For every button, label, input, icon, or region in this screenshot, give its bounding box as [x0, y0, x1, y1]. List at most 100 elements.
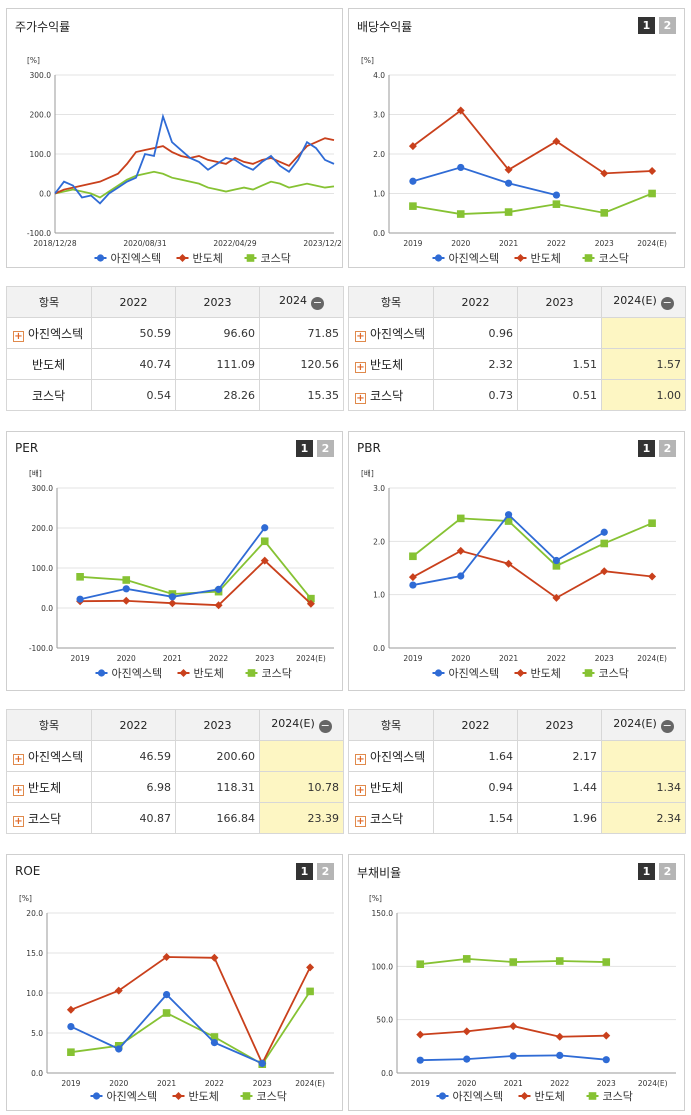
y-tick-label: -100.0 [27, 229, 51, 238]
table-header-row: 항목 2022 2023 2024− [6, 286, 344, 318]
point-marker [409, 202, 417, 210]
table-row: + 아진엑스텍 50.59 96.60 71.85 [6, 317, 344, 349]
expand-icon[interactable]: + [355, 753, 366, 765]
legend-label: 반도체 [531, 252, 561, 265]
expand-icon[interactable]: + [355, 392, 366, 404]
x-tick-label: 2021 [499, 239, 518, 248]
page-2-button[interactable]: 2 [317, 863, 334, 880]
table-row: + 코스닥 0.73 0.51 1.00 [348, 379, 686, 411]
x-tick-label: 2020 [109, 1079, 128, 1088]
point-marker [168, 599, 177, 608]
legend-label: 아진엑스텍 [112, 667, 163, 680]
point-marker [462, 955, 471, 963]
page-1-button[interactable]: 1 [638, 440, 655, 457]
page-1-button[interactable]: 1 [638, 863, 655, 880]
cell: 200.60 [175, 740, 260, 772]
point-marker [504, 559, 513, 568]
point-marker [556, 1051, 564, 1059]
cell: 40.74 [91, 348, 176, 380]
expand-icon[interactable]: + [355, 361, 366, 373]
point-marker [588, 1092, 597, 1100]
page-1-button[interactable]: 1 [296, 863, 313, 880]
point-marker [97, 669, 106, 677]
point-marker [600, 528, 608, 536]
header-2022: 2022 [91, 286, 176, 318]
point-marker [416, 1030, 425, 1039]
page-2-button[interactable]: 2 [659, 17, 676, 34]
collapse-icon[interactable]: − [660, 296, 674, 310]
header-2024: 2024− [259, 286, 344, 318]
panel-per: PER 1 2 [배] 300.0 200.0 100.0 0.0 -100.0 2019 2… [6, 431, 343, 691]
expand-icon[interactable]: + [355, 784, 366, 796]
debt-ratio-chart: [%] 150.0 100.0 50.0 0.0 2019 2020 2021 2022 2023… [369, 894, 676, 1103]
point-marker [409, 581, 417, 589]
point-marker [306, 987, 314, 996]
legend-label: 아진엑스텍 [449, 252, 500, 265]
legend-label: 아진엑스텍 [449, 667, 500, 680]
point-marker [602, 958, 611, 966]
point-marker [555, 1032, 564, 1041]
point-marker [122, 585, 130, 593]
panel-header: 부채비율 1 2 [349, 855, 684, 887]
expand-icon[interactable]: + [13, 784, 24, 796]
collapse-icon[interactable]: − [318, 719, 332, 733]
page-2-button[interactable]: 2 [317, 440, 334, 457]
cell: 1.44 [517, 771, 602, 803]
row-name: + 반도체 [348, 348, 434, 380]
point-marker [552, 137, 561, 146]
point-marker [246, 254, 255, 262]
point-marker [456, 546, 465, 555]
x-tick-label: 2022 [550, 1079, 569, 1088]
row-label: 아진엑스텍 [370, 326, 426, 341]
point-marker [114, 986, 123, 995]
header-2024e: 2024(E) − [601, 709, 686, 741]
point-marker [555, 957, 564, 965]
y-tick-label: 0.0 [39, 190, 51, 199]
expand-icon[interactable]: + [355, 815, 366, 827]
x-tick-label: 2021 [504, 1079, 523, 1088]
panel-title: PBR [357, 441, 381, 455]
cell: 0.94 [433, 771, 518, 803]
cell: 40.87 [91, 802, 176, 834]
expand-icon[interactable]: + [355, 330, 366, 342]
cell: 6.98 [91, 771, 176, 803]
legend-label: 반도체 [194, 667, 224, 680]
expand-icon[interactable]: + [13, 815, 24, 827]
series-line [412, 166, 557, 196]
panel-title: ROE [15, 864, 41, 878]
collapse-icon[interactable]: − [660, 719, 674, 733]
point-marker [409, 552, 417, 561]
legend-label: 반도체 [193, 252, 223, 265]
x-tick-label: 2024(E) [637, 239, 667, 248]
pbr-table: 항목 2022 2023 2024(E) − + 아진엑스텍 1.64 2.17 +… [348, 709, 686, 834]
page-1-button[interactable]: 1 [638, 17, 655, 34]
row-label: 코스닥 [28, 811, 62, 826]
x-tick-label: 2019 [403, 654, 422, 663]
page-2-button[interactable]: 2 [659, 440, 676, 457]
point-marker [408, 573, 417, 582]
table-row: + 아진엑스텍 1.64 2.17 [348, 740, 686, 772]
legend-label: 코스닥 [262, 667, 292, 680]
expand-icon[interactable]: + [13, 753, 24, 765]
point-marker [552, 191, 561, 199]
x-tick-label: 2019 [61, 1079, 80, 1088]
header-item: 항목 [6, 709, 92, 741]
collapse-icon[interactable]: − [311, 296, 324, 310]
expand-icon[interactable]: + [13, 330, 24, 342]
cell-estimate: 10.78 [259, 771, 344, 803]
legend-label: 코스닥 [599, 667, 629, 680]
point-marker [115, 1045, 123, 1053]
point-marker [504, 517, 513, 525]
table-row: + 아진엑스텍 0.96 [348, 317, 686, 349]
page-2-button[interactable]: 2 [659, 863, 676, 880]
x-tick-label: 2020/08/31 [123, 239, 166, 248]
point-marker [168, 593, 177, 601]
point-marker [416, 1056, 424, 1064]
y-tick-label: 1.0 [373, 591, 385, 600]
point-marker [242, 1092, 251, 1100]
point-marker [552, 593, 561, 602]
page-1-button[interactable]: 1 [296, 440, 313, 457]
panel-title: 주가수익률 [15, 20, 71, 34]
per-table: 항목 2022 2023 2024(E) − + 아진엑스텍 46.59 200.6… [6, 709, 344, 834]
series-line [412, 513, 605, 586]
